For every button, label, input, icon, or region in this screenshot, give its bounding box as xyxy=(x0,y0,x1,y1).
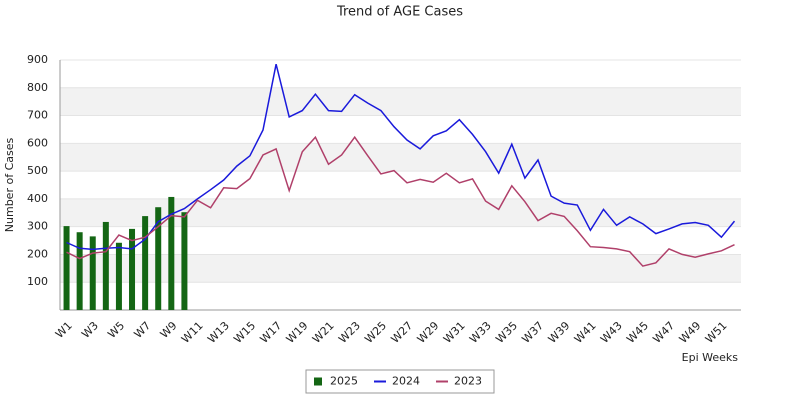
x-tick-label: W23 xyxy=(336,319,363,346)
x-tick-label: W5 xyxy=(105,319,127,341)
x-tick-label: W49 xyxy=(677,319,704,346)
x-tick-label: W45 xyxy=(624,319,651,346)
x-tick-label: W51 xyxy=(703,319,730,346)
x-tick-label: W19 xyxy=(284,319,311,346)
bar xyxy=(142,216,149,310)
y-tick-label: 400 xyxy=(27,192,48,205)
y-tick-label: 500 xyxy=(27,164,48,177)
y-tick-label: 900 xyxy=(27,53,48,66)
bar xyxy=(115,242,122,310)
x-tick-label: W17 xyxy=(258,319,285,346)
x-tick-label: W29 xyxy=(415,319,442,346)
x-tick-label: W7 xyxy=(132,319,154,341)
line xyxy=(66,135,735,267)
legend-label: 2024 xyxy=(392,375,420,388)
x-tick-label: W33 xyxy=(467,319,494,346)
y-tick-label: 600 xyxy=(27,136,48,149)
x-tick-label: W15 xyxy=(231,319,258,346)
x-tick-label: W11 xyxy=(179,319,206,346)
x-tick-label: W1 xyxy=(53,319,75,341)
x-tick-label: W41 xyxy=(572,319,599,346)
legend-box xyxy=(305,369,495,394)
y-tick-label: 700 xyxy=(27,109,48,122)
x-tick-label: W35 xyxy=(493,319,520,346)
x-tick-label: W3 xyxy=(79,319,101,341)
x-tick-label: W43 xyxy=(598,319,625,346)
bar xyxy=(181,212,188,310)
x-tick-label: W31 xyxy=(441,319,468,346)
y-tick-label: 200 xyxy=(27,247,48,260)
y-tick-label: 300 xyxy=(27,220,48,233)
bar xyxy=(76,232,83,310)
x-tick-label: W37 xyxy=(519,319,546,346)
grid-band xyxy=(60,254,741,283)
x-axis-label: Epi Weeks xyxy=(682,351,739,364)
bar xyxy=(89,236,96,310)
y-tick-label: 800 xyxy=(27,81,48,94)
bar xyxy=(63,226,70,310)
legend-swatch xyxy=(314,377,322,386)
x-tick-label: W25 xyxy=(362,319,389,346)
legend-label: 2025 xyxy=(330,375,358,388)
x-tick-label: W21 xyxy=(310,319,337,346)
x-tick-label: W47 xyxy=(650,319,677,346)
bar xyxy=(168,196,175,310)
x-tick-label: W9 xyxy=(158,319,180,341)
bar xyxy=(102,221,109,310)
y-tick-label: 100 xyxy=(27,275,48,288)
legend-label: 2023 xyxy=(454,375,482,388)
bar xyxy=(155,207,162,310)
line xyxy=(66,64,736,251)
bar xyxy=(129,228,136,310)
grid-band xyxy=(60,87,741,116)
chart-title: Trend of AGE Cases xyxy=(336,5,463,20)
y-axis-label: Number of Cases xyxy=(3,138,16,233)
x-tick-label: W39 xyxy=(546,319,573,346)
x-tick-label: W13 xyxy=(205,319,232,346)
x-tick-label: W27 xyxy=(389,319,416,346)
grid-band xyxy=(60,143,741,172)
